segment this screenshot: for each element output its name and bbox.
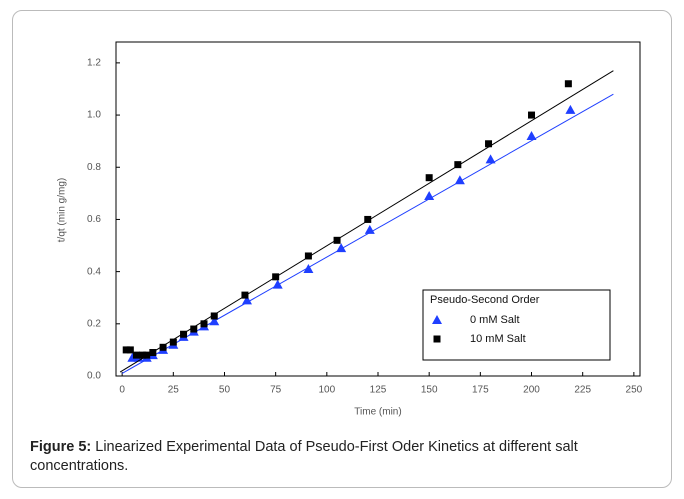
data-point bbox=[424, 190, 435, 200]
figure-frame bbox=[12, 10, 672, 488]
data-point bbox=[485, 154, 496, 164]
x-tick-label: 175 bbox=[472, 385, 489, 396]
data-point bbox=[241, 291, 249, 299]
legend-marker bbox=[432, 315, 442, 324]
data-point bbox=[159, 343, 167, 351]
data-point bbox=[565, 104, 576, 114]
data-point bbox=[149, 349, 157, 357]
y-tick-label: 0.2 bbox=[87, 318, 101, 329]
data-point bbox=[425, 174, 433, 182]
data-point bbox=[122, 346, 130, 354]
data-point bbox=[304, 252, 312, 260]
data-point bbox=[169, 338, 177, 346]
y-tick-label: 0.8 bbox=[87, 162, 101, 173]
x-tick-label: 25 bbox=[168, 385, 180, 396]
chart: Time (min) t/qt (min g/mg) Pseudo-Second… bbox=[57, 41, 643, 418]
legend-label: 0 mM Salt bbox=[470, 314, 520, 326]
data-point bbox=[210, 312, 218, 320]
legend-title: Pseudo-Second Order bbox=[430, 294, 540, 306]
x-tick-label: 250 bbox=[626, 385, 643, 396]
data-point bbox=[180, 330, 188, 338]
x-tick-label: 125 bbox=[370, 385, 387, 396]
legend-marker bbox=[433, 335, 441, 343]
data-point bbox=[126, 346, 134, 354]
y-tick-label: 0.4 bbox=[87, 266, 101, 277]
x-tick-label: 0 bbox=[119, 385, 125, 396]
data-point bbox=[333, 236, 341, 244]
y-tick-label: 0.6 bbox=[87, 214, 101, 225]
data-point bbox=[485, 140, 493, 148]
data-point bbox=[564, 80, 572, 88]
y-tick-label: 0.0 bbox=[87, 371, 101, 382]
x-axis-label: Time (min) bbox=[354, 407, 401, 418]
data-point bbox=[364, 215, 372, 223]
caption-text: Linearized Experimental Data of Pseudo-F… bbox=[30, 439, 578, 474]
data-point bbox=[528, 111, 536, 119]
data-point bbox=[454, 175, 465, 185]
x-tick-label: 100 bbox=[318, 385, 335, 396]
x-tick-label: 150 bbox=[421, 385, 438, 396]
data-point bbox=[454, 161, 462, 169]
data-point bbox=[242, 295, 252, 305]
caption: Figure 5: Linearized Experimental Data o… bbox=[30, 438, 655, 476]
data-point bbox=[200, 320, 208, 328]
y-tick-label: 1.2 bbox=[87, 58, 101, 69]
data-point bbox=[272, 273, 280, 281]
data-point bbox=[209, 316, 220, 326]
legend-box bbox=[422, 289, 611, 361]
data-point bbox=[143, 351, 151, 359]
data-point bbox=[190, 325, 198, 333]
data-point bbox=[132, 351, 140, 359]
data-point bbox=[364, 224, 375, 234]
data-point bbox=[526, 130, 537, 140]
data-point bbox=[139, 351, 147, 359]
y-tick-label: 1.0 bbox=[87, 110, 101, 121]
x-tick-label: 50 bbox=[219, 385, 231, 396]
caption-label: Figure 5: bbox=[30, 439, 92, 455]
data-point bbox=[303, 264, 314, 274]
data-point bbox=[272, 279, 283, 289]
data-point bbox=[336, 243, 347, 253]
x-tick-label: 225 bbox=[574, 385, 591, 396]
x-tick-label: 200 bbox=[523, 385, 540, 396]
y-axis-label: t/qt (min g/mg) bbox=[57, 178, 68, 242]
x-tick-label: 75 bbox=[270, 385, 282, 396]
legend-label: 10 mM Salt bbox=[470, 333, 526, 345]
